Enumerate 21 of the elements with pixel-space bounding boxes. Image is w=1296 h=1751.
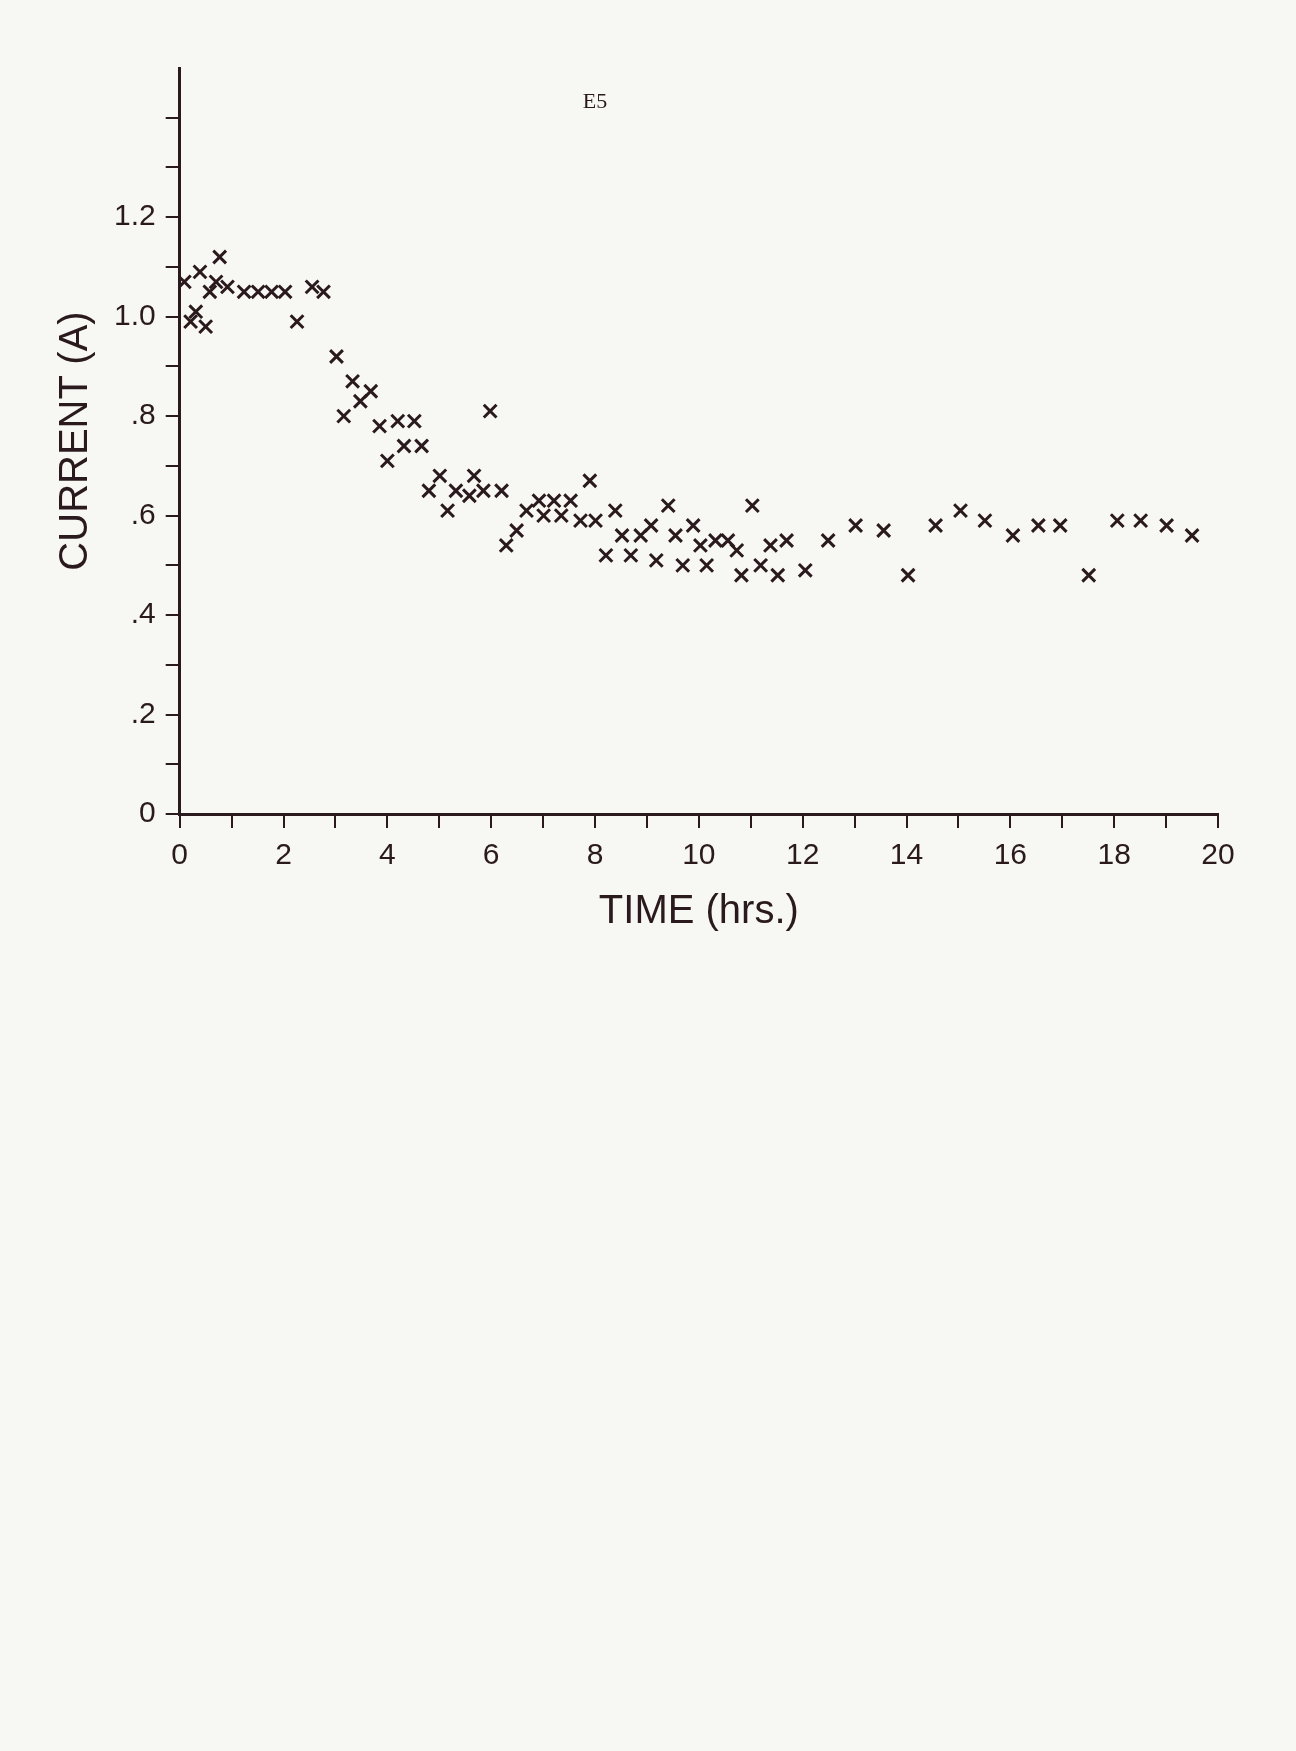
x-tick-label: 2 bbox=[275, 837, 292, 871]
x-tick-label: 6 bbox=[482, 837, 500, 871]
x-tick-label: 0 bbox=[171, 837, 189, 871]
y-tick-label: 1.2 bbox=[113, 198, 156, 232]
y-tick-label: .2 bbox=[130, 695, 156, 729]
y-tick-label: .4 bbox=[130, 596, 156, 630]
y-tick-label: .6 bbox=[130, 496, 156, 530]
x-axis-title: TIME (hrs.) bbox=[598, 887, 799, 932]
annotation: E5 bbox=[582, 88, 608, 113]
x-tick-label: 14 bbox=[889, 837, 924, 871]
x-tick-label: 10 bbox=[682, 837, 716, 871]
x-tick-label: 4 bbox=[379, 837, 396, 871]
x-tick-label: 18 bbox=[1097, 837, 1131, 871]
y-tick-label: 0 bbox=[139, 795, 156, 829]
y-tick-label: .8 bbox=[130, 397, 156, 431]
y-axis-title: CURRENT (A) bbox=[51, 311, 96, 571]
x-tick-label: 20 bbox=[1201, 837, 1235, 871]
x-tick-label: 16 bbox=[993, 837, 1028, 871]
x-tick-label: 8 bbox=[586, 837, 604, 871]
y-tick-label: 1.0 bbox=[113, 297, 156, 331]
x-tick-label: 12 bbox=[785, 837, 820, 871]
